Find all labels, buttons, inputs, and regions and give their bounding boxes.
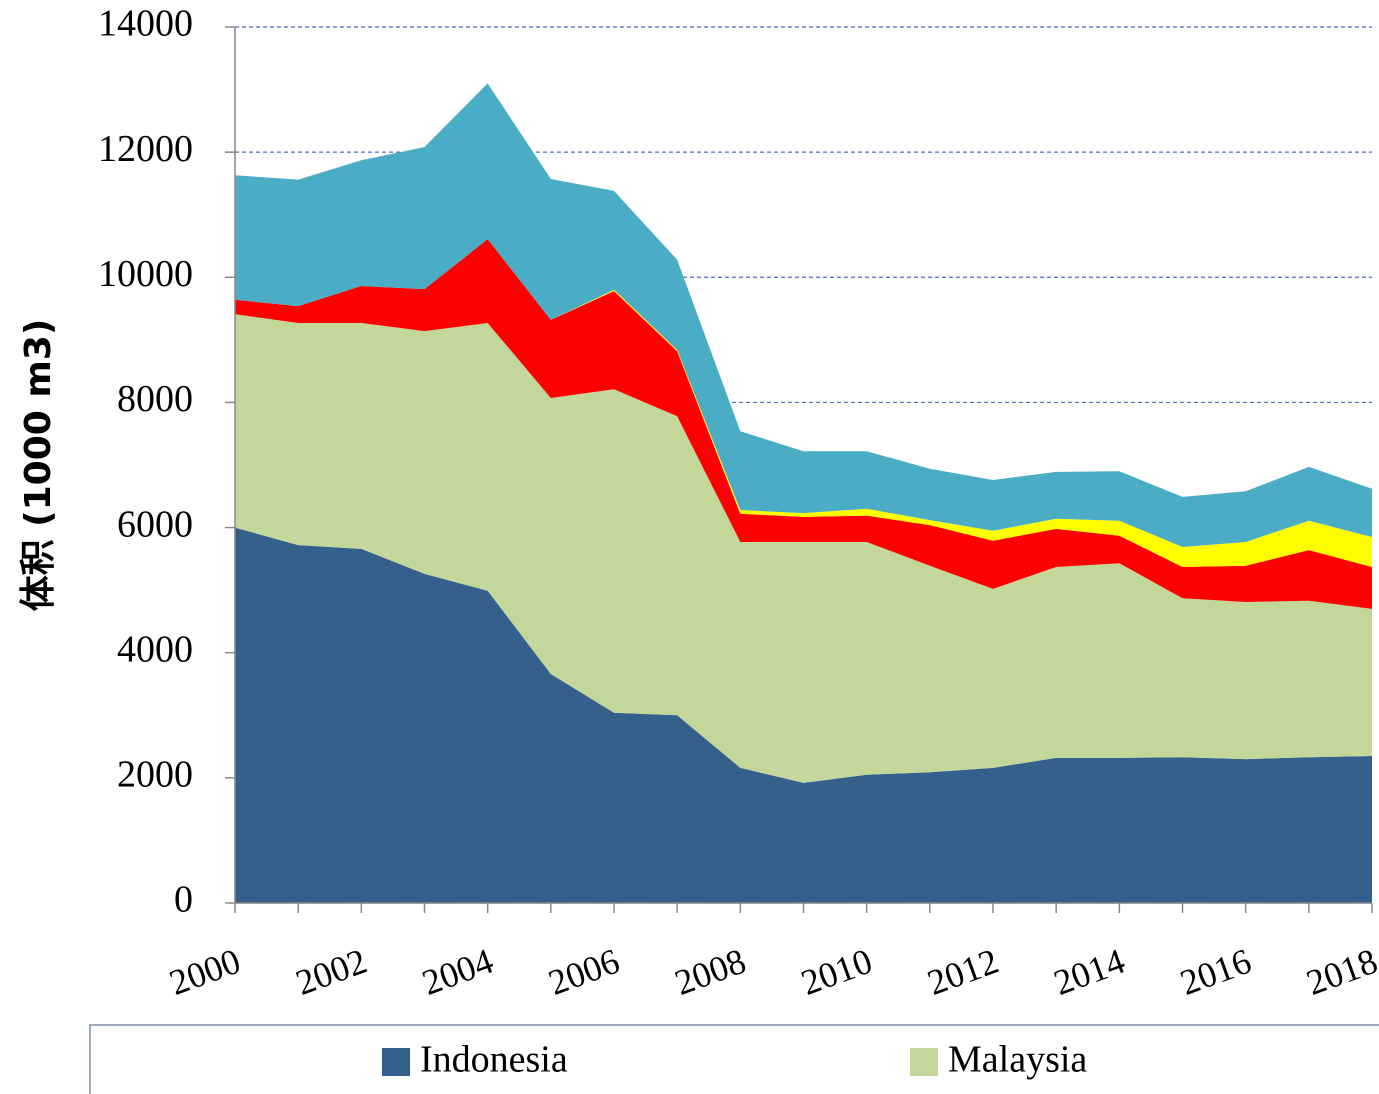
legend-label: Malaysia <box>948 1039 1087 1081</box>
y-tick-label: 12000 <box>98 128 193 170</box>
area <box>235 239 1372 609</box>
x-tick-label: 2016 <box>1175 941 1256 1003</box>
x-tick-label: 2002 <box>291 941 372 1003</box>
x-tick-label: 2000 <box>164 941 245 1003</box>
x-tick-label: 2004 <box>417 941 498 1003</box>
x-tick-label: 2006 <box>543 941 624 1003</box>
legend-box <box>89 1024 1379 1094</box>
x-tick-label: 2008 <box>670 941 751 1003</box>
area <box>235 527 1372 903</box>
y-tick-label: 8000 <box>117 378 193 420</box>
y-tick-label: 6000 <box>117 503 193 545</box>
x-tick-label: 2014 <box>1049 941 1130 1003</box>
area <box>235 83 1372 547</box>
y-tick-label: 0 <box>174 879 193 921</box>
x-tick-label: 2018 <box>1301 941 1379 1003</box>
y-tick-label: 14000 <box>98 3 193 45</box>
y-tick-label: 10000 <box>98 253 193 295</box>
y-tick-label: 2000 <box>117 754 193 796</box>
x-tick-label: 2010 <box>796 941 877 1003</box>
legend-swatch <box>382 1048 410 1076</box>
legend-label: Indonesia <box>420 1039 568 1081</box>
area <box>235 314 1372 783</box>
y-tick-label: 4000 <box>117 628 193 670</box>
x-tick-label: 2012 <box>922 941 1003 1003</box>
y-axis-label: 体积 (1000 m3) <box>18 319 59 612</box>
legend-swatch <box>910 1048 938 1076</box>
